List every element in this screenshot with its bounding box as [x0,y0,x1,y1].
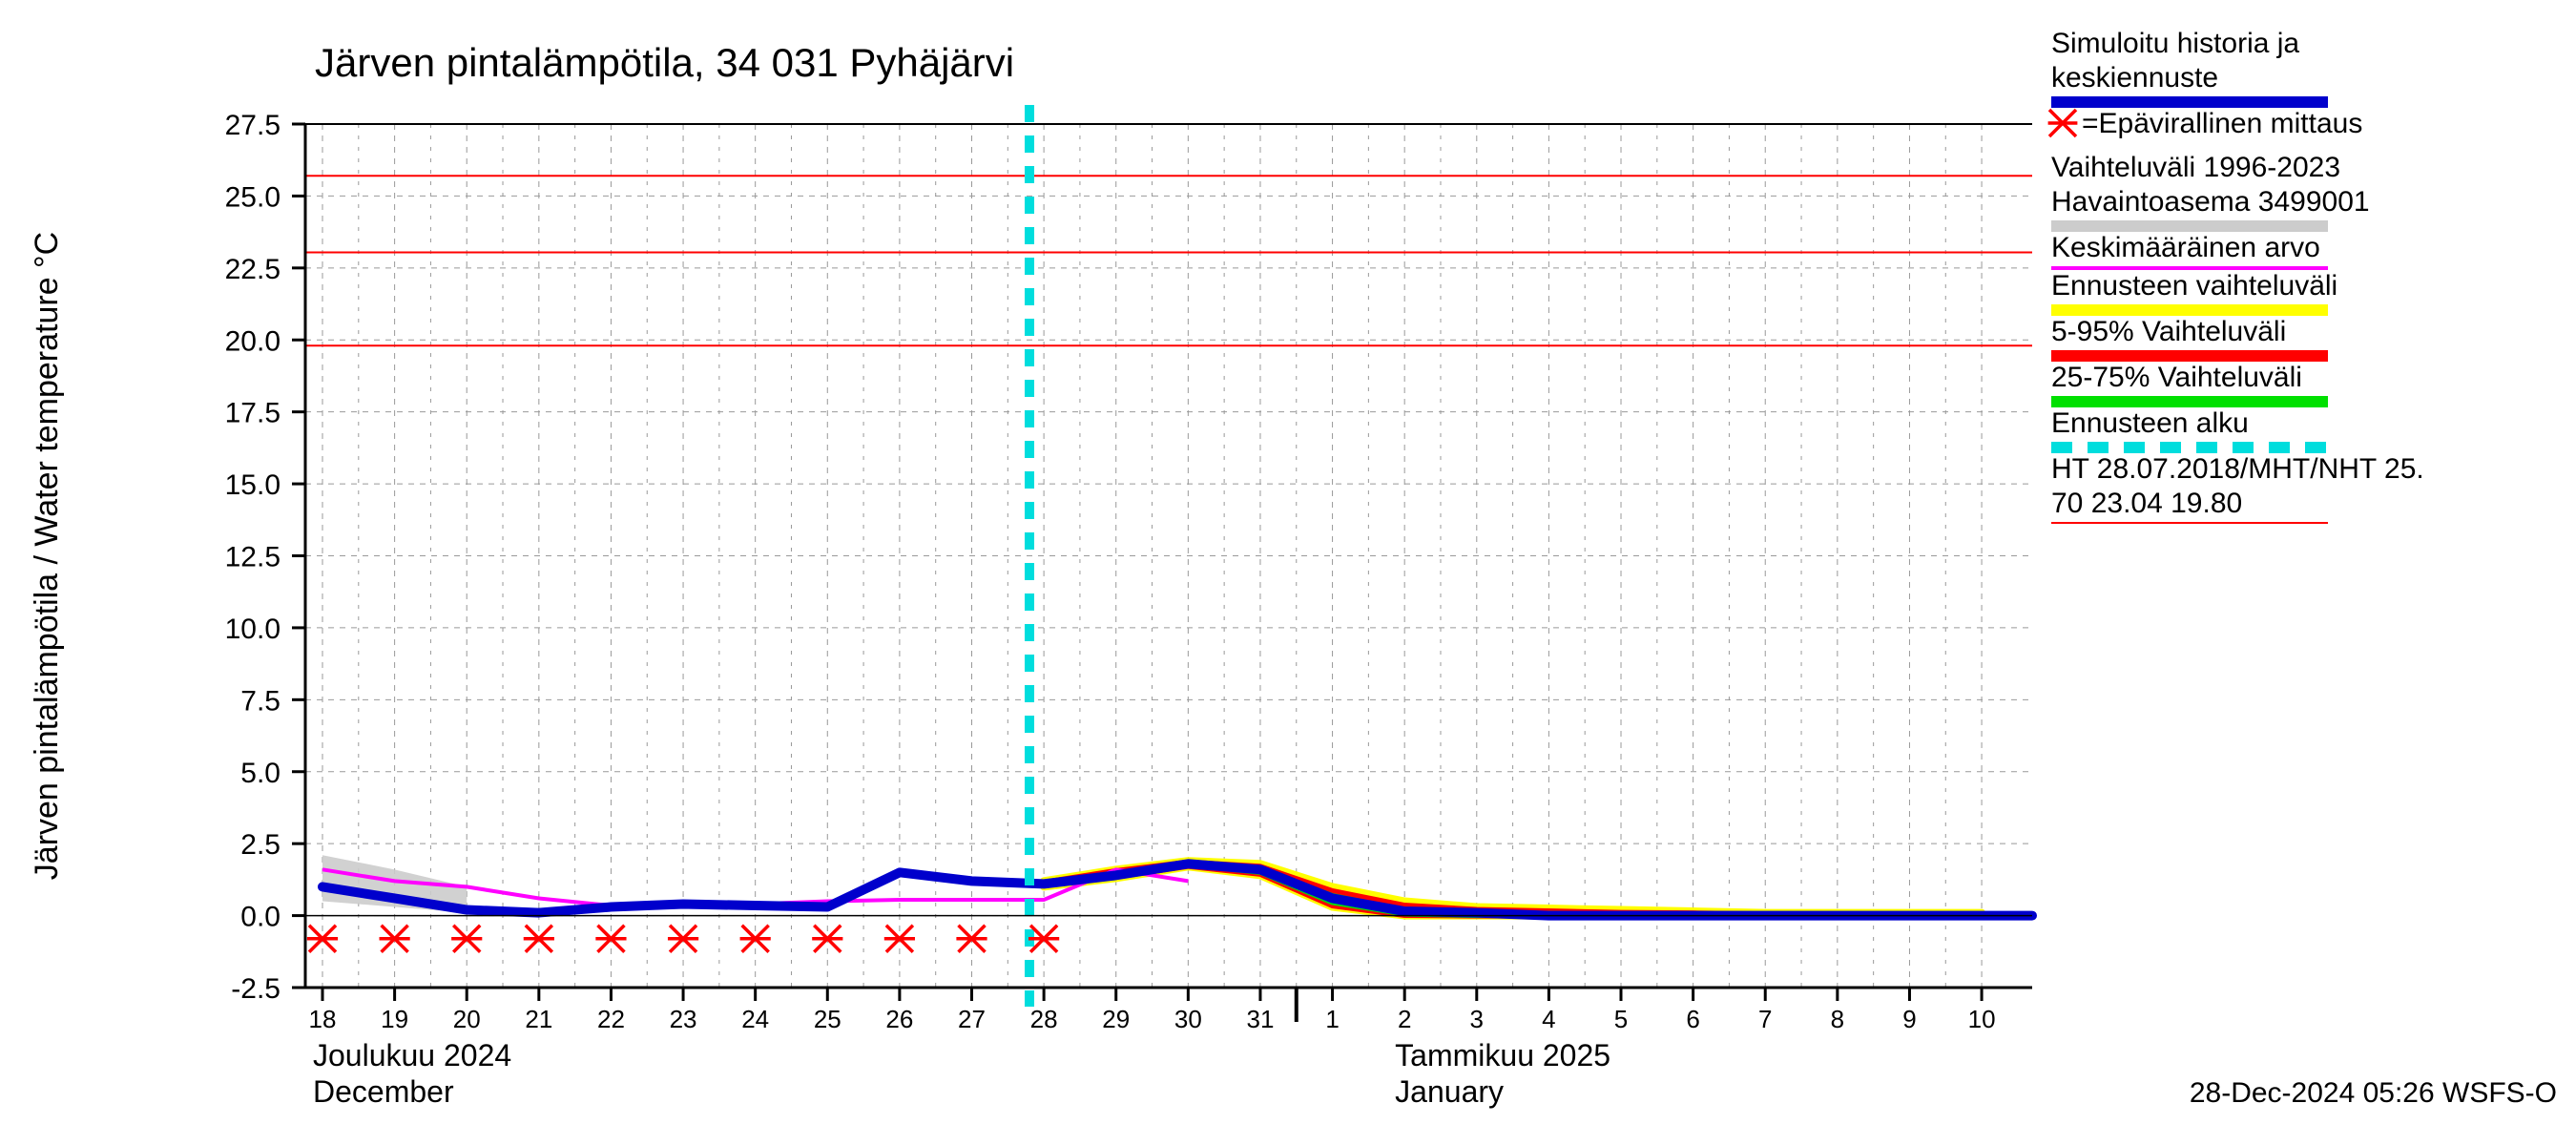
x-tick-label: 5 [1614,1005,1628,1033]
x-tick-label: 23 [670,1005,697,1033]
y-tick-label: 2.5 [240,829,280,861]
legend-swatch [2051,96,2328,108]
x-tick-label: 24 [741,1005,769,1033]
x-tick-label: 8 [1831,1005,1844,1033]
legend-label: Ennusteen alku [2051,407,2249,439]
x-tick-label: 6 [1686,1005,1699,1033]
legend-label: 70 23.04 19.80 [2051,488,2242,519]
month-label-fi-2: Tammikuu 2025 [1395,1038,1610,1072]
x-tick-label: 21 [525,1005,552,1033]
x-tick-label: 2 [1398,1005,1411,1033]
month-label-en-1: December [313,1074,454,1109]
month-label-en-2: January [1395,1074,1504,1109]
x-tick-label: 27 [958,1005,986,1033]
legend-label: =Epävirallinen mittaus [2082,108,2362,139]
x-tick-label: 18 [309,1005,337,1033]
y-axis-label: Järven pintalämpötila / Water temperatur… [29,232,65,880]
y-tick-label: 12.5 [225,542,280,573]
chart-container: -2.5 0.0 2.5 5.0 7.5 10.0 12.5 15.0 17.5 20.0 22.5… [0,0,2576,1145]
legend-swatch [2051,350,2328,362]
x-tick-label: 4 [1542,1005,1555,1033]
x-tick-label: 29 [1102,1005,1130,1033]
y-tick-label: 27.5 [225,110,280,141]
x-tick-label: 10 [1968,1005,1996,1033]
x-tick-label: 25 [814,1005,841,1033]
legend-label: HT 28.07.2018/MHT/NHT 25. [2051,453,2424,485]
legend-swatch [2051,304,2328,316]
y-tick-label: 17.5 [225,398,280,429]
y-tick-label: 22.5 [225,254,280,285]
legend-label: Havaintoasema 3499001 [2051,186,2370,218]
chart-title: Järven pintalämpötila, 34 031 Pyhäjärvi [315,40,1014,85]
legend-label: 25-75% Vaihteluväli [2051,362,2302,393]
y-tick-label: 7.5 [240,685,280,717]
legend-swatch [2051,220,2328,232]
y-tick-label: -2.5 [231,973,280,1005]
x-tick-label: 1 [1325,1005,1339,1033]
y-tick-label: 25.0 [225,181,280,213]
y-tick-label: 10.0 [225,614,280,645]
x-tick-label: 9 [1902,1005,1916,1033]
month-label-fi-1: Joulukuu 2024 [313,1038,511,1072]
water-temperature-chart: -2.5 0.0 2.5 5.0 7.5 10.0 12.5 15.0 17.5 20.0 22.5… [0,0,2576,1145]
legend-label: Ennusteen vaihteluväli [2051,270,2337,302]
legend-label: Vaihteluväli 1996-2023 [2051,152,2340,183]
x-tick-label: 28 [1030,1005,1058,1033]
x-tick-label: 31 [1246,1005,1274,1033]
legend-label: Keskimääräinen arvo [2051,232,2320,263]
x-tick-label: 26 [885,1005,913,1033]
x-tick-label: 19 [381,1005,408,1033]
x-tick-label: 30 [1174,1005,1202,1033]
y-tick-label: 15.0 [225,469,280,501]
y-tick-label: 5.0 [240,758,280,789]
legend-label: 5-95% Vaihteluväli [2051,316,2286,347]
timestamp-label: 28-Dec-2024 05:26 WSFS-O [2190,1077,2557,1109]
y-tick-label: 0.0 [240,902,280,933]
y-tick-label: 20.0 [225,325,280,357]
x-tick-label: 20 [453,1005,481,1033]
x-tick-label: 3 [1470,1005,1484,1033]
x-tick-label: 22 [597,1005,625,1033]
x-tick-label: 7 [1758,1005,1772,1033]
legend-swatch [2051,396,2328,407]
legend-label: keskiennuste [2051,62,2218,94]
legend-label: Simuloitu historia ja [2051,28,2299,59]
